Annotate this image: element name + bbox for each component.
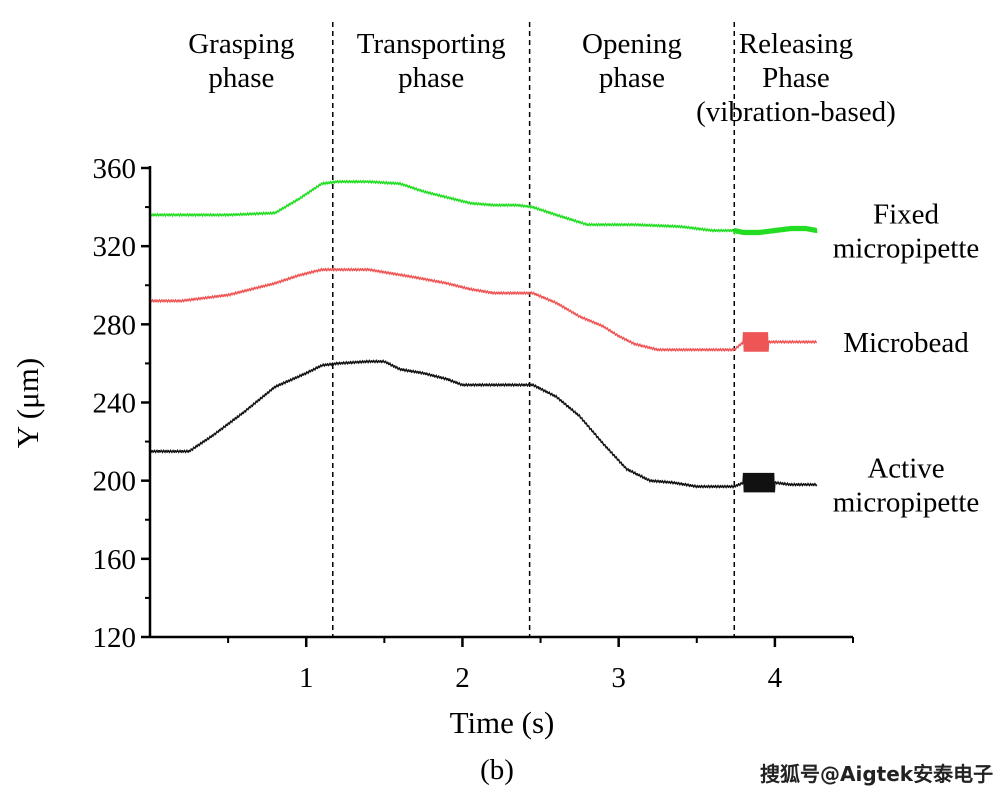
tick-labels: 120 160 200 240 280 320 360 1 2 3 4 bbox=[93, 153, 783, 694]
y-tick-label: 320 bbox=[93, 231, 137, 263]
x-tick-label: 1 bbox=[299, 662, 314, 694]
series-line-microbead bbox=[149, 267, 818, 353]
y-tick-label: 120 bbox=[93, 622, 137, 654]
phase-label: Grasping bbox=[188, 28, 294, 60]
x-tick-label: 3 bbox=[611, 662, 626, 694]
y-axis-title: Y (μm) bbox=[10, 358, 45, 448]
phase-label: phase bbox=[208, 62, 274, 94]
series-label: micropipette bbox=[833, 487, 980, 519]
series-lines bbox=[149, 179, 818, 493]
tick-marks bbox=[141, 166, 854, 647]
series-label: Active bbox=[867, 453, 944, 485]
x-tick-label: 2 bbox=[455, 662, 470, 694]
watermark: 搜狐号@Aigtek安泰电子 bbox=[760, 762, 993, 786]
phase-label: Releasing bbox=[739, 28, 853, 60]
phase-label: Phase bbox=[762, 62, 830, 94]
y-tick-label: 200 bbox=[93, 466, 137, 498]
phase-label: Opening bbox=[582, 28, 682, 60]
y-tick-label: 240 bbox=[93, 388, 137, 420]
series-label: micropipette bbox=[833, 233, 980, 265]
phase-labels: GraspingphaseTransportingphaseOpeningpha… bbox=[188, 28, 896, 128]
series-label: Fixed bbox=[873, 199, 940, 231]
phase-boundaries bbox=[332, 22, 736, 637]
phase-label: phase bbox=[398, 62, 464, 94]
y-tick-label: 280 bbox=[93, 309, 137, 341]
x-tick-label: 4 bbox=[768, 662, 783, 694]
series-label: Microbead bbox=[843, 327, 969, 359]
y-tick-label: 160 bbox=[93, 544, 137, 576]
series-line-active-micropipette bbox=[149, 359, 818, 493]
figure-caption: (b) bbox=[480, 754, 514, 786]
y-tick-label: 360 bbox=[93, 153, 137, 185]
series-line-fixed-micropipette bbox=[149, 179, 818, 236]
phase-label: (vibration-based) bbox=[696, 96, 896, 128]
x-axis-title: Time (s) bbox=[450, 705, 555, 740]
phase-label: Transporting bbox=[357, 28, 506, 60]
series-labels: FixedmicropipetteMicrobeadActivemicropip… bbox=[833, 199, 980, 519]
phase-label: phase bbox=[599, 62, 665, 94]
